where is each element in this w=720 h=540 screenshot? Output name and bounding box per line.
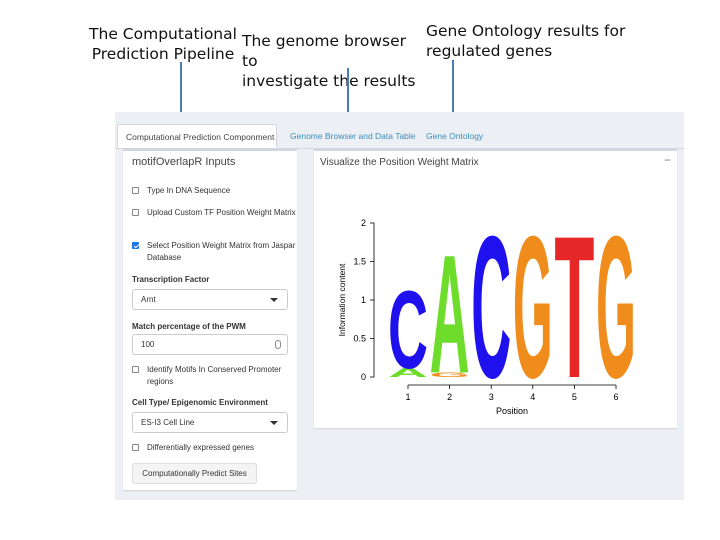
chevron-down-icon [270, 298, 278, 302]
cell-type-label: Cell Type/ Epigenomic Environment [132, 398, 268, 407]
y-tick-label-0: 0 [361, 372, 366, 382]
checkbox-box[interactable] [132, 366, 139, 373]
x-tick-label-0: 1 [405, 392, 410, 402]
y-tick-label-4: 2 [361, 218, 366, 228]
logo-letter-1-C: C [388, 268, 428, 392]
shiny-app: Computational Prediction Componment Geno… [115, 112, 684, 500]
logo-letter-3-C: C [471, 193, 511, 420]
jaspar-checkbox[interactable]: Select Position Weight Matrix from Jaspa… [132, 240, 297, 264]
inputs-panel: motifOverlapR Inputs Type In DNA Sequenc… [123, 148, 297, 490]
callout-pipeline: The Computational Prediction Pipeline [89, 25, 237, 63]
cell-type-select[interactable]: ES-I3 Cell Line [132, 412, 288, 433]
tab-genome-browser[interactable]: Genome Browser and Data Table [290, 131, 416, 141]
upload-pwm-checkbox[interactable]: Upload Custom TF Position Weight Matrix [132, 207, 297, 219]
callout-gene-ontology: Gene Ontology results for regulated gene… [426, 22, 626, 60]
logo-letter-5-T: T [554, 193, 594, 420]
tab-gene-ontology[interactable]: Gene Ontology [426, 131, 484, 141]
y-tick-label-3: 1.5 [353, 257, 366, 267]
logo-letter-6-G: G [596, 193, 636, 420]
logo-letter-1-A: A [388, 366, 428, 380]
match-label: Match percentage of the PWM [132, 322, 246, 331]
match-percentage-value: 100 [141, 340, 155, 349]
tf-select-value: Arnt [141, 295, 156, 304]
x-tick-label-3: 4 [530, 392, 535, 402]
predict-sites-button[interactable]: Computationally Predict Sites [132, 463, 257, 484]
logo-letter-2-A: A [430, 220, 470, 409]
tab-bar: Computational Prediction Componment Geno… [115, 120, 684, 149]
checkbox-box[interactable] [132, 187, 139, 194]
diff-expressed-checkbox[interactable]: Differentially expressed genes [132, 442, 297, 454]
stepper-icon[interactable] [275, 340, 281, 349]
collapse-icon[interactable]: − [663, 153, 671, 167]
pwm-panel-title: Visualize the Position Weight Matrix [320, 157, 479, 168]
y-tick-label-2: 1 [361, 295, 366, 305]
tf-select[interactable]: Arnt [132, 289, 288, 310]
checkbox-box[interactable] [132, 209, 139, 216]
y-tick-label-1: 0.5 [353, 334, 366, 344]
x-axis-label: Position [496, 406, 528, 416]
y-axis-label: Information content [337, 263, 347, 336]
tf-label: Transcription Factor [132, 275, 210, 284]
chevron-down-icon [270, 421, 278, 425]
type-dna-checkbox[interactable]: Type In DNA Sequence [132, 185, 297, 197]
x-tick-label-2: 3 [489, 392, 494, 402]
tab-computational-prediction[interactable]: Computational Prediction Componment [117, 124, 277, 148]
pwm-panel: Visualize the Position Weight Matrix − 0… [314, 148, 677, 428]
x-tick-label-5: 6 [613, 392, 618, 402]
logo-letter-4-G: G [513, 193, 553, 420]
cell-type-value: ES-I3 Cell Line [141, 418, 195, 427]
x-tick-label-1: 2 [447, 392, 452, 402]
checkbox-box-checked[interactable] [132, 242, 139, 249]
callout-genome-browser: The genome browser to investigate the re… [242, 32, 416, 90]
sequence-logo-plot: 0 0.5 1 1.5 2 Information content 1 2 3 4 5 6 Positi… [337, 193, 636, 420]
logo-letter-2-G: G [430, 371, 470, 378]
match-percentage-input[interactable]: 100 [132, 334, 288, 355]
x-tick-label-4: 5 [572, 392, 577, 402]
checkbox-box[interactable] [132, 444, 139, 451]
inputs-panel-title: motifOverlapR Inputs [132, 156, 236, 168]
conserved-promoter-checkbox[interactable]: Identify Motifs In Conserved Promoter re… [132, 364, 297, 388]
